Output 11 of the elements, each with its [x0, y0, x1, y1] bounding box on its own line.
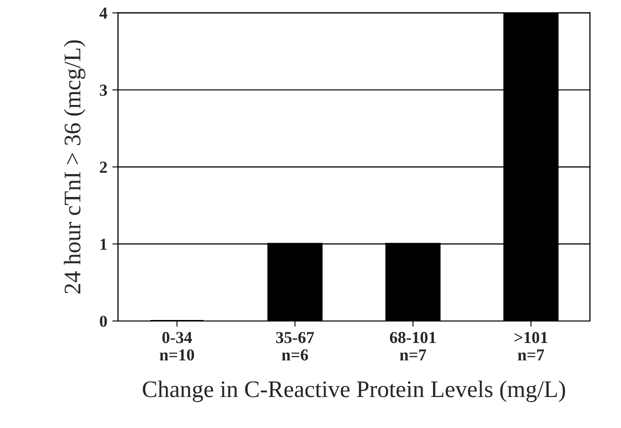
- x-tick-label: 35-67 n=6: [276, 332, 314, 361]
- y-axis-title: 24 hour cTnI > 36 (mcg/L): [64, 40, 86, 294]
- y-tick-label: 3: [100, 84, 108, 96]
- x-tick-label: >101 n=7: [514, 332, 548, 360]
- x-axis-title: Change in C-Reactive Protein Levels (mg/L): [142, 380, 566, 402]
- y-tick-label: 0: [100, 316, 107, 327]
- x-tick-label: 68-101 n=7: [390, 332, 436, 360]
- y-tick-label: 1: [100, 238, 107, 250]
- y-tick-label: 2: [100, 162, 107, 173]
- x-tick-label: 0-34 n=10: [160, 332, 194, 361]
- y-tick-label: 4: [99, 8, 108, 19]
